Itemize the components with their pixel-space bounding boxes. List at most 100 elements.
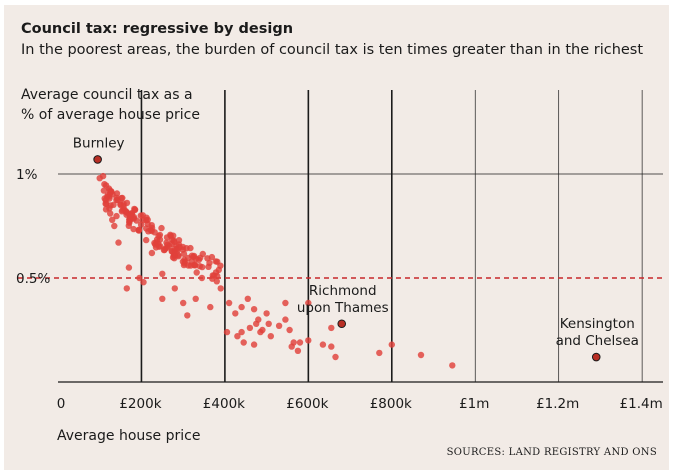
data-point-173 xyxy=(123,285,130,292)
data-point-193 xyxy=(240,339,247,346)
data-point-155 xyxy=(113,190,121,197)
highlight-label-2-1: and Chelsea xyxy=(556,333,639,349)
data-point-137 xyxy=(171,245,179,253)
data-point-164 xyxy=(102,206,110,213)
data-point-180 xyxy=(225,299,233,307)
data-point-187 xyxy=(265,320,272,327)
data-point-176 xyxy=(184,312,191,319)
data-point-156 xyxy=(110,201,117,208)
data-point-122 xyxy=(199,250,206,258)
data-point-165 xyxy=(107,210,114,217)
data-point-171 xyxy=(136,274,143,282)
chart-subtitle: In the poorest areas, the burden of coun… xyxy=(21,42,644,58)
data-point-152 xyxy=(119,194,126,202)
x-axis-label: Average house price xyxy=(57,428,200,444)
data-point-99 xyxy=(217,262,224,269)
data-point-115 xyxy=(102,182,110,189)
data-point-140 xyxy=(171,255,178,262)
data-point-84 xyxy=(155,233,162,240)
data-point-182 xyxy=(238,303,245,311)
data-point-191 xyxy=(238,328,245,336)
data-point-209 xyxy=(332,353,339,361)
data-point-199 xyxy=(286,326,293,334)
data-point-212 xyxy=(417,351,425,359)
x-tick-label-0: 0 xyxy=(57,396,66,412)
data-point-153 xyxy=(167,231,174,238)
data-points xyxy=(96,172,456,369)
x-tick-label-4: £800k xyxy=(370,396,412,412)
x-tick-label-5: £1m xyxy=(459,396,489,412)
data-point-179 xyxy=(217,285,224,292)
data-point-34 xyxy=(193,269,200,276)
data-point-206 xyxy=(319,341,327,348)
data-point-216 xyxy=(159,295,166,302)
data-point-161 xyxy=(99,172,107,180)
data-point-154 xyxy=(210,272,218,279)
data-point-121 xyxy=(188,258,195,265)
data-point-170 xyxy=(125,264,133,271)
data-point-147 xyxy=(163,239,170,246)
highlight-label-1-0: Richmond xyxy=(309,283,377,299)
data-point-181 xyxy=(232,310,239,317)
data-point-114 xyxy=(102,200,109,207)
data-point-178 xyxy=(207,303,214,311)
data-point-217 xyxy=(180,299,187,307)
data-point-163 xyxy=(104,193,111,201)
data-point-219 xyxy=(148,249,156,257)
data-point-38 xyxy=(208,253,216,261)
data-point-195 xyxy=(257,328,264,336)
data-point-186 xyxy=(263,310,270,317)
data-point-174 xyxy=(159,270,166,277)
data-point-112 xyxy=(113,212,120,220)
highlight-label-2-0: Kensington xyxy=(560,316,635,332)
data-point-67 xyxy=(180,250,188,258)
data-point-145 xyxy=(128,210,135,217)
highlight-point-0 xyxy=(93,155,102,164)
y-tick-label-1: 1% xyxy=(16,167,38,183)
gridlines xyxy=(58,90,663,382)
highlight-label-0-0: Burnley xyxy=(73,135,125,151)
source-note: SOURCES: LAND REGISTRY AND ONS xyxy=(447,447,657,458)
data-point-144 xyxy=(139,212,146,219)
data-point-203 xyxy=(294,347,302,354)
data-point-139 xyxy=(190,252,198,260)
data-point-113 xyxy=(135,227,143,234)
data-point-166 xyxy=(109,216,116,223)
chart-frame xyxy=(4,5,669,470)
data-point-205 xyxy=(305,337,312,344)
data-point-207 xyxy=(328,324,335,332)
data-point-201 xyxy=(288,343,295,350)
x-tick-label-6: £1.2m xyxy=(536,396,579,412)
data-point-198 xyxy=(282,316,289,323)
data-point-194 xyxy=(250,341,258,348)
highlight-label-1-1: upon Thames xyxy=(297,300,389,316)
chart-title: Council tax: regressive by design xyxy=(21,21,294,37)
data-point-204 xyxy=(305,299,312,307)
data-point-172 xyxy=(140,279,147,286)
data-point-136 xyxy=(158,224,165,232)
data-point-162 xyxy=(100,187,108,194)
data-point-168 xyxy=(144,216,151,223)
data-point-214 xyxy=(282,299,289,307)
data-point-26 xyxy=(130,225,137,233)
data-point-190 xyxy=(246,324,254,332)
data-point-96 xyxy=(145,228,152,235)
data-point-123 xyxy=(118,208,126,215)
data-point-210 xyxy=(376,349,383,357)
x-tick-label-3: £600k xyxy=(286,396,328,412)
data-point-167 xyxy=(111,222,118,230)
data-point-151 xyxy=(168,236,176,243)
data-point-105 xyxy=(187,244,194,252)
data-point-215 xyxy=(223,328,231,336)
data-point-218 xyxy=(198,274,206,282)
y-axis-label-line-0: Average council tax as a xyxy=(21,87,193,103)
data-point-157 xyxy=(151,229,158,236)
highlight-point-1 xyxy=(337,319,347,329)
data-point-127 xyxy=(179,258,187,265)
y-tick-label-0: 0.5% xyxy=(16,271,50,287)
data-point-169 xyxy=(115,239,122,246)
data-point-143 xyxy=(212,258,219,265)
data-point-177 xyxy=(192,295,199,302)
data-point-197 xyxy=(275,322,283,329)
data-point-196 xyxy=(267,333,274,340)
